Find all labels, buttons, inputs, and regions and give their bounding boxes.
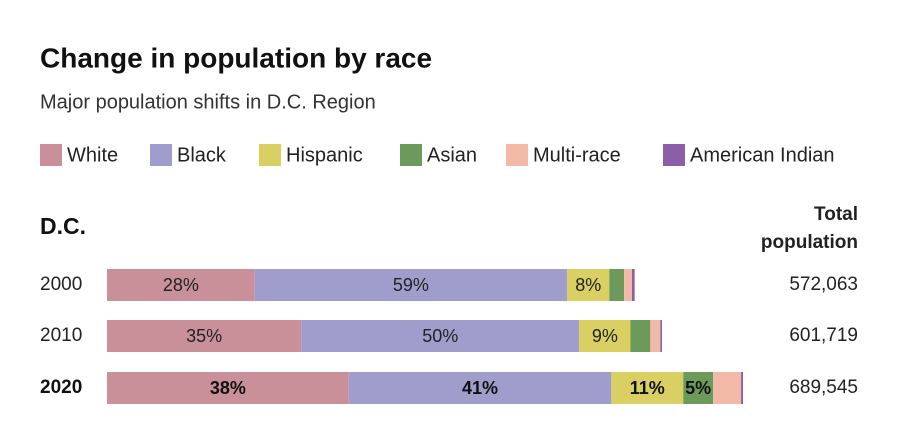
bar-segment [107, 320, 302, 352]
group-label: D.C. [40, 213, 86, 239]
value-label: 8% [575, 275, 601, 295]
value-label: 5% [685, 378, 711, 398]
bar-segment [624, 269, 633, 301]
category-label: 2010 [40, 325, 82, 346]
legend-label: Asian [427, 144, 477, 166]
bar-segment [107, 269, 255, 301]
bar-segment [632, 269, 635, 301]
bar-segment [254, 269, 568, 301]
bar-segment [107, 372, 349, 404]
legend-label: Multi-race [533, 144, 621, 166]
bar-segment [650, 320, 661, 352]
value-label: 50% [422, 326, 458, 346]
bar-segment [713, 372, 742, 404]
value-label: 38% [210, 378, 246, 398]
total-label: 572,063 [789, 274, 858, 295]
chart-title: Change in population by race [40, 42, 432, 73]
total-label: 689,545 [789, 377, 858, 398]
bar-segment [683, 372, 714, 404]
chart-subtitle: Major population shifts in D.C. Region [40, 91, 376, 113]
legend-label: White [67, 144, 118, 166]
legend-swatch [400, 144, 422, 166]
legend-label: American Indian [690, 144, 835, 166]
legend-label: Hispanic [286, 144, 363, 166]
legend-label: Black [177, 144, 227, 166]
bar-segment [609, 269, 625, 301]
legend-swatch [150, 144, 172, 166]
value-label: 41% [462, 378, 498, 398]
bar-segment [611, 372, 684, 404]
value-label: 11% [630, 378, 665, 398]
bar-segment [301, 320, 580, 352]
bar-segment [630, 320, 651, 352]
bar-segment [660, 320, 662, 352]
bar-segment [579, 320, 631, 352]
legend-swatch [663, 144, 685, 166]
total-header: Total [814, 204, 858, 225]
total-label: 601,719 [789, 325, 858, 346]
value-label: 28% [163, 275, 199, 295]
category-label: 2020 [40, 377, 82, 398]
bar-segment [348, 372, 612, 404]
total-header: population [761, 232, 858, 253]
legend-swatch [259, 144, 281, 166]
category-label: 2000 [40, 274, 82, 295]
value-label: 9% [592, 326, 618, 346]
legend-swatch [40, 144, 62, 166]
value-label: 59% [393, 275, 429, 295]
bar-segment [567, 269, 610, 301]
legend-swatch [506, 144, 528, 166]
value-label: 35% [186, 326, 222, 346]
bar-segment [741, 372, 743, 404]
